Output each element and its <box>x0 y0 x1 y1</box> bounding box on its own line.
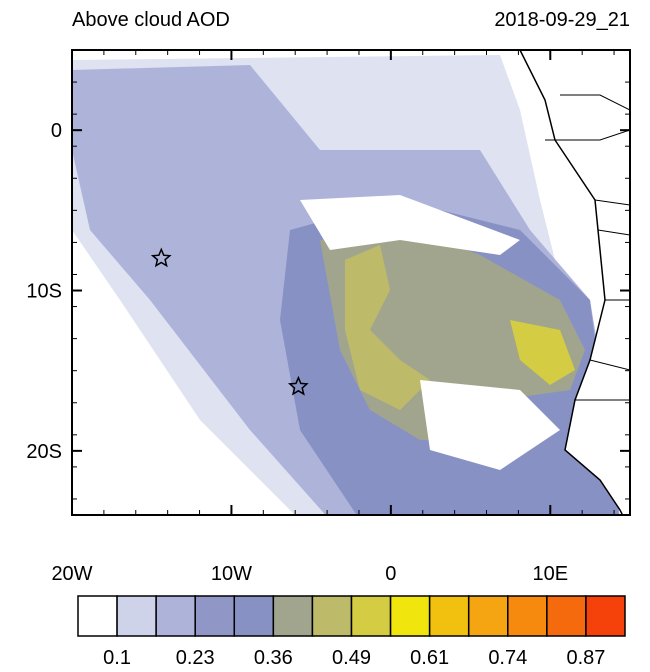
x-tick-label: 0 <box>385 563 396 585</box>
x-tick-label: 20W <box>51 563 92 585</box>
colorbar-box <box>194 595 236 637</box>
station-marker <box>287 375 309 396</box>
colorbar-label: 0.61 <box>410 647 449 667</box>
x-tick-label: 10W <box>211 563 252 585</box>
colorbar-label: 0.1 <box>103 647 131 667</box>
x-tick-label: 10E <box>532 563 568 585</box>
land <box>520 50 630 515</box>
coastline <box>519 50 624 515</box>
colorbar-label: 0.49 <box>332 647 371 667</box>
colorbar-box <box>350 595 392 637</box>
colorbar-box <box>272 595 314 637</box>
colorbar-box <box>233 595 275 637</box>
colorbar-box <box>389 595 431 637</box>
colorbar-box <box>155 595 196 637</box>
plume-yellow <box>345 245 430 410</box>
colorbar-box <box>77 595 118 637</box>
colorbar-box <box>467 595 509 637</box>
map-frame <box>71 49 631 516</box>
y-tick-label: 10S <box>26 281 62 303</box>
title: Above cloud AOD <box>72 9 230 31</box>
plume-yellow2 <box>510 320 575 385</box>
colorbar-box <box>116 595 157 637</box>
colorbar-label: 0.36 <box>254 647 293 667</box>
aod-field <box>72 50 630 515</box>
y-tick-label: 20S <box>26 441 62 463</box>
borders <box>545 94 630 401</box>
colorbar-label: 0.87 <box>566 647 605 667</box>
clear-gap2 <box>420 380 560 470</box>
colorbar-box <box>311 595 353 637</box>
colorbar-label: 0.23 <box>176 647 215 667</box>
colorbar-label: 0.74 <box>488 647 527 667</box>
timestamp: 2018-09-29_21 <box>494 9 630 31</box>
colorbar-box <box>428 595 470 637</box>
colorbar-box <box>546 595 587 637</box>
colorbar-box <box>585 595 626 637</box>
station-marker <box>150 247 172 268</box>
colorbar-box <box>507 595 548 637</box>
clear-gap <box>300 195 520 255</box>
y-tick-label: 0 <box>51 120 62 142</box>
